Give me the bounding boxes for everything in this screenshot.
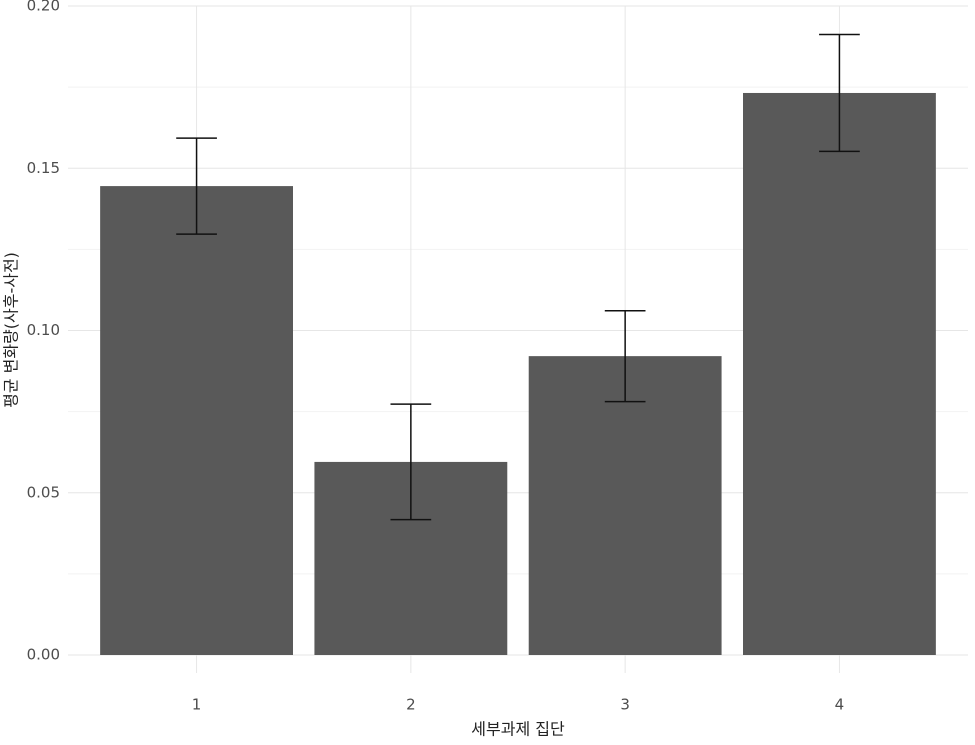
x-tick-label: 2 [406,696,416,714]
y-tick-label: 0.20 [27,0,60,15]
x-tick-label: 3 [620,696,630,714]
y-tick-label: 0.00 [27,646,60,664]
bar [100,186,294,655]
error-bar [604,309,646,403]
error-bar [176,137,217,235]
x-tick-label: 4 [835,696,845,714]
x-axis-title: 세부과제 집단 [471,720,565,739]
y-axis-title: 평균 변화량(사후-사전) [2,252,21,408]
bar [743,92,936,655]
bar [528,356,722,655]
y-tick-label: 0.15 [27,159,60,177]
x-tick-label: 1 [192,696,202,714]
y-tick-label: 0.10 [27,321,60,339]
error-bar [390,403,432,521]
error-bar [819,33,860,153]
y-tick-label: 0.05 [27,483,60,501]
